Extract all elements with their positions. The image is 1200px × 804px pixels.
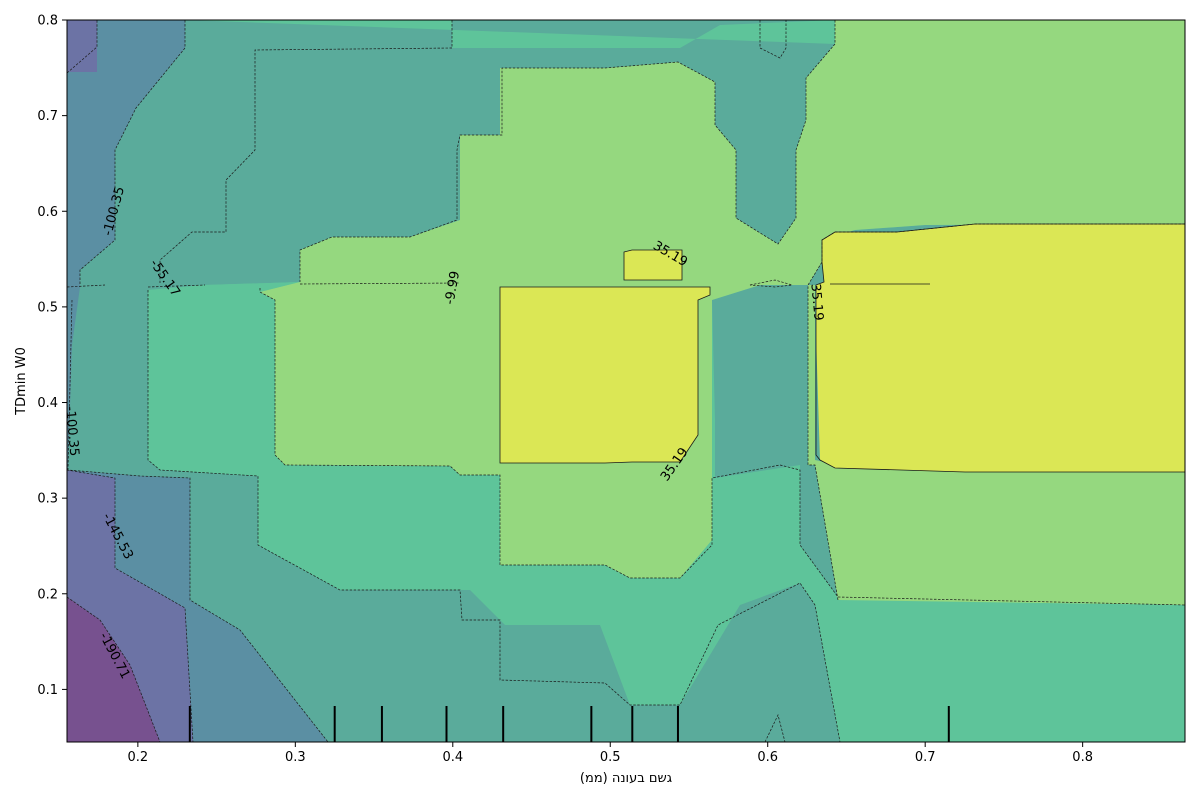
contour-line: [749, 279, 793, 288]
y-tick-label: 0.2: [37, 587, 58, 602]
y-tick-label: 0.1: [37, 683, 58, 698]
x-tick-label: 0.2: [128, 750, 149, 765]
contour-line: [79, 20, 186, 285]
contour-line: [623, 249, 683, 281]
plot-area: -190.71-145.53-100.35-100.35-55.17 -9.993…: [62, 20, 1185, 742]
contour-region-level-4: [148, 282, 300, 460]
rug-marks: [188, 706, 950, 742]
contour-region-level-6: [816, 224, 1185, 472]
x-tick-label: 0.8: [1072, 750, 1093, 765]
contour-line: [67, 469, 194, 742]
y-tick-label: 0.5: [37, 300, 58, 315]
x-axis-label: גשם בעונה (ממ): [580, 771, 672, 786]
x-tick-label: 0.5: [600, 750, 621, 765]
contour-region-level-2: [67, 20, 185, 287]
contour-line: [259, 288, 1185, 606]
contour-region-level-0: [67, 597, 160, 742]
contour-line: [159, 20, 453, 283]
contour-line: [67, 284, 106, 288]
x-tick-label: 0.7: [915, 750, 936, 765]
contour-label: 35.19: [807, 283, 825, 321]
contour-region-level-6: [624, 250, 682, 280]
y-tick-label: 0.3: [37, 492, 58, 507]
y-tick-label: 0.7: [37, 109, 58, 124]
x-tick-label: 0.3: [285, 750, 306, 765]
contour-line: [499, 286, 711, 464]
contour-line: [67, 20, 98, 74]
contour-label: -100.35: [62, 406, 81, 457]
contour-line: [147, 284, 206, 288]
contour-line: [299, 20, 836, 282]
contour-line: [764, 713, 786, 742]
contour-region-level-5: [260, 20, 1185, 605]
y-tick-label: 0.6: [37, 205, 58, 220]
x-axis: 0.2 0.3 0.4 0.5 0.6 0.7 0.8: [128, 742, 1093, 765]
contour-region-level-6: [500, 287, 710, 463]
y-tick-label: 0.8: [37, 14, 58, 29]
contour-line: [759, 20, 787, 59]
contour-line: [815, 223, 1185, 473]
y-tick-label: 0.4: [37, 396, 58, 411]
contour-region-level-1: [67, 20, 97, 72]
contour-label: -9.99: [442, 270, 463, 306]
contour-line: [147, 290, 841, 742]
x-tick-label: 0.4: [442, 750, 463, 765]
x-tick-label: 0.6: [757, 750, 778, 765]
contour-line: [299, 282, 461, 285]
y-axis: 0.1 0.2 0.3 0.4 0.5 0.6 0.7 0.8: [37, 14, 67, 698]
contour-line: [67, 596, 161, 742]
y-axis-label: TDmin W0: [14, 347, 29, 416]
contour-line: [67, 299, 329, 742]
plot-frame: [66, 19, 1186, 743]
